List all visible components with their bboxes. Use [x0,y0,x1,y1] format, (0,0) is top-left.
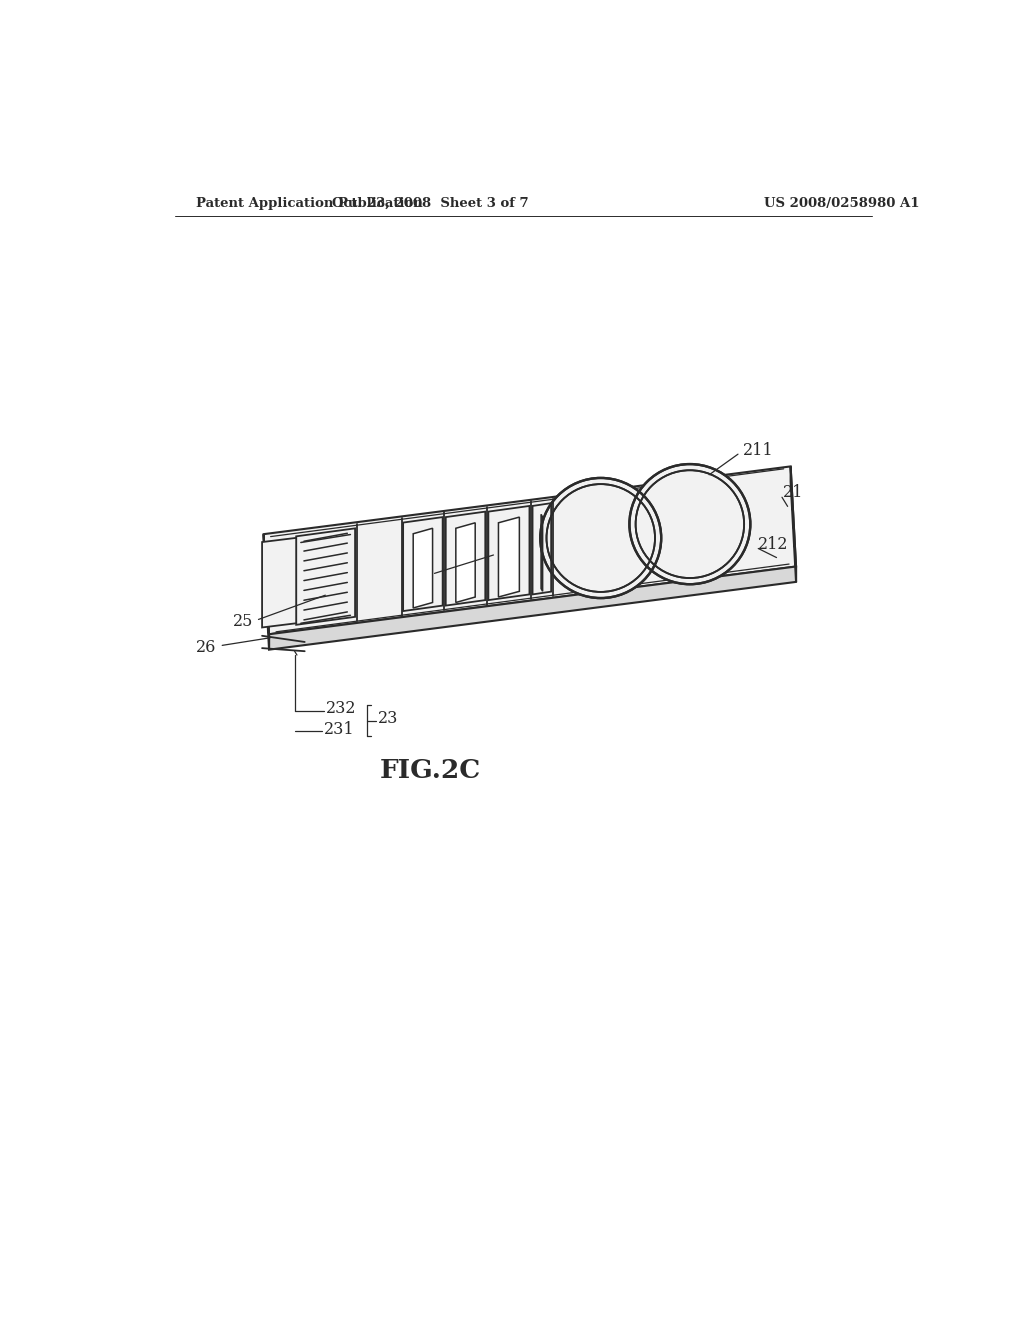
Text: 25: 25 [233,614,254,631]
Text: 21: 21 [783,484,803,502]
Text: 232: 232 [327,701,357,718]
Polygon shape [456,523,475,602]
Polygon shape [269,566,796,649]
Polygon shape [791,466,796,582]
Text: 231: 231 [324,721,354,738]
Polygon shape [532,503,551,594]
Text: 26: 26 [197,639,216,656]
Polygon shape [499,517,519,597]
Text: US 2008/0258980 A1: US 2008/0258980 A1 [764,197,919,210]
Polygon shape [541,515,543,591]
Polygon shape [414,528,432,609]
Circle shape [630,465,751,585]
Text: FIG.2C: FIG.2C [380,758,481,783]
Polygon shape [262,537,296,627]
Text: 23: 23 [378,710,398,727]
Text: Patent Application Publication: Patent Application Publication [197,197,423,210]
Text: 24: 24 [410,566,430,583]
Text: 212: 212 [758,536,788,553]
Text: Oct. 23, 2008  Sheet 3 of 7: Oct. 23, 2008 Sheet 3 of 7 [332,197,528,210]
Polygon shape [403,517,442,611]
Text: 211: 211 [742,442,773,459]
Polygon shape [263,466,796,635]
Polygon shape [296,528,355,624]
Polygon shape [488,506,529,601]
Circle shape [541,478,662,598]
Polygon shape [263,535,269,649]
Polygon shape [445,512,485,606]
